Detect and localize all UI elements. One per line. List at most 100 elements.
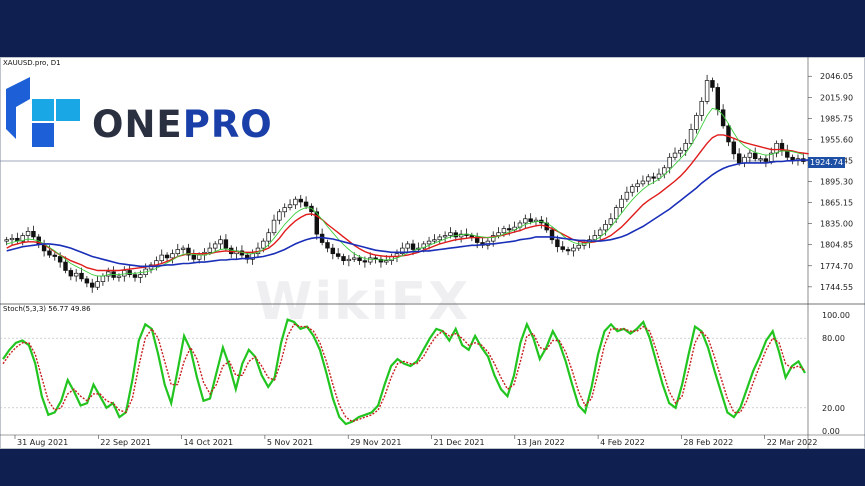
candle-body — [699, 101, 704, 116]
time-tick-label: 28 Feb 2022 — [683, 438, 733, 447]
candle-body — [651, 176, 656, 179]
stochastic-green-line — [2, 318, 806, 426]
moving-average-green-line — [6, 107, 804, 277]
candle-body — [212, 243, 218, 249]
stochastic-red-line — [2, 323, 806, 423]
candle-body — [20, 235, 25, 242]
candle-body — [68, 270, 74, 277]
price-tick-label: 1744.55 — [820, 283, 853, 292]
candle-body — [346, 258, 352, 262]
time-tick-label: 4 Feb 2022 — [600, 438, 645, 447]
candle-body — [266, 232, 271, 242]
candle-body — [774, 142, 779, 154]
time-tick-label: 22 Sep 2021 — [100, 438, 151, 447]
candle-body — [31, 230, 36, 238]
candle-body — [640, 180, 646, 185]
candle-body — [330, 247, 336, 255]
time-tick-label: 13 Jan 2022 — [517, 438, 565, 447]
candle-body — [624, 191, 630, 200]
time-tick-label: 5 Nov 2021 — [267, 438, 313, 447]
candle-body — [351, 257, 357, 260]
candle-body — [747, 152, 753, 158]
candle-body — [592, 235, 598, 241]
candle-body — [89, 282, 95, 288]
price-tick-label: 1804.85 — [820, 241, 853, 250]
time-tick-label: 21 Dec 2021 — [434, 438, 485, 447]
price-tick-label: 1985.75 — [820, 114, 853, 123]
candle-body — [726, 125, 731, 143]
price-tick-label: 1955.60 — [820, 135, 853, 144]
candle-body — [469, 235, 475, 238]
candle-body — [63, 261, 68, 271]
candle-body — [138, 274, 143, 278]
chart-panel: 2046.052015.901985.751955.601925.451895.… — [0, 57, 865, 449]
candle-body — [613, 207, 619, 220]
price-tick-label: 1774.70 — [820, 262, 853, 271]
candle-body — [410, 243, 416, 250]
price-tick-label: 1865.15 — [820, 199, 853, 208]
candle-body — [458, 233, 464, 238]
time-tick-label: 29 Nov 2021 — [350, 438, 401, 447]
candle-body — [127, 270, 132, 275]
candle-body — [79, 272, 84, 280]
symbol-label: XAUUSD.pro, D1 — [3, 59, 61, 67]
price-tick-label: 1835.00 — [820, 220, 853, 229]
candle-body — [662, 167, 667, 175]
onepro-logo-text: ONEPRO — [92, 103, 273, 146]
candle-body — [432, 239, 437, 242]
wikifx-watermark: WikiFX — [255, 272, 471, 332]
candle-body — [779, 142, 785, 151]
price-tick-label: 2015.90 — [820, 93, 853, 102]
candle-body — [314, 211, 320, 235]
candle-body — [742, 156, 747, 164]
candle-body — [223, 239, 229, 249]
candle-body — [25, 230, 31, 236]
candle-body — [555, 239, 560, 248]
candle-body — [603, 224, 608, 231]
candle-body — [560, 246, 565, 250]
candle-body — [528, 218, 533, 222]
candle-body — [758, 158, 763, 161]
candle-body — [448, 232, 453, 236]
time-tick-label: 31 Aug 2021 — [17, 438, 68, 447]
price-tick-label: 1895.30 — [820, 178, 853, 187]
logo-text-pro: PRO — [182, 103, 273, 146]
candle-body — [170, 253, 175, 259]
candle-body — [442, 235, 448, 238]
candle-body — [421, 243, 426, 249]
candle-body — [159, 254, 164, 262]
candle-body — [576, 244, 581, 249]
candle-body — [490, 235, 496, 242]
candle-body — [608, 218, 614, 225]
candle-body — [683, 142, 688, 151]
candle-body — [565, 249, 571, 252]
candle-body — [357, 257, 362, 262]
candle-body — [84, 278, 90, 284]
candle-body — [656, 173, 662, 179]
candle-body — [309, 205, 314, 213]
candle-body — [549, 229, 555, 241]
candle-body — [335, 253, 341, 257]
time-tick-label: 22 Mar 2022 — [767, 438, 818, 447]
stochastic-tick-label: 20.00 — [822, 404, 845, 413]
candle-body — [678, 149, 683, 154]
candle-body — [47, 250, 52, 256]
logo-text-one: ONE — [92, 103, 183, 146]
stochastic-tick-label: 80.00 — [822, 334, 845, 343]
candle-body — [52, 254, 58, 257]
current-price-tag: 1924.74 — [808, 157, 846, 168]
candle-body — [731, 141, 737, 155]
candle-body — [191, 254, 197, 260]
candle-body — [368, 257, 373, 263]
candle-body — [298, 198, 303, 203]
candle-body — [426, 240, 432, 245]
candle-body — [646, 176, 651, 182]
stochastic-tick-label: 0.00 — [822, 427, 840, 436]
stochastic-tick-label: 100.00 — [822, 311, 850, 320]
candle-body — [207, 247, 213, 253]
candle-body — [405, 243, 410, 249]
candle-body — [164, 254, 170, 259]
candle-body — [95, 281, 100, 288]
candle-body — [100, 275, 106, 282]
